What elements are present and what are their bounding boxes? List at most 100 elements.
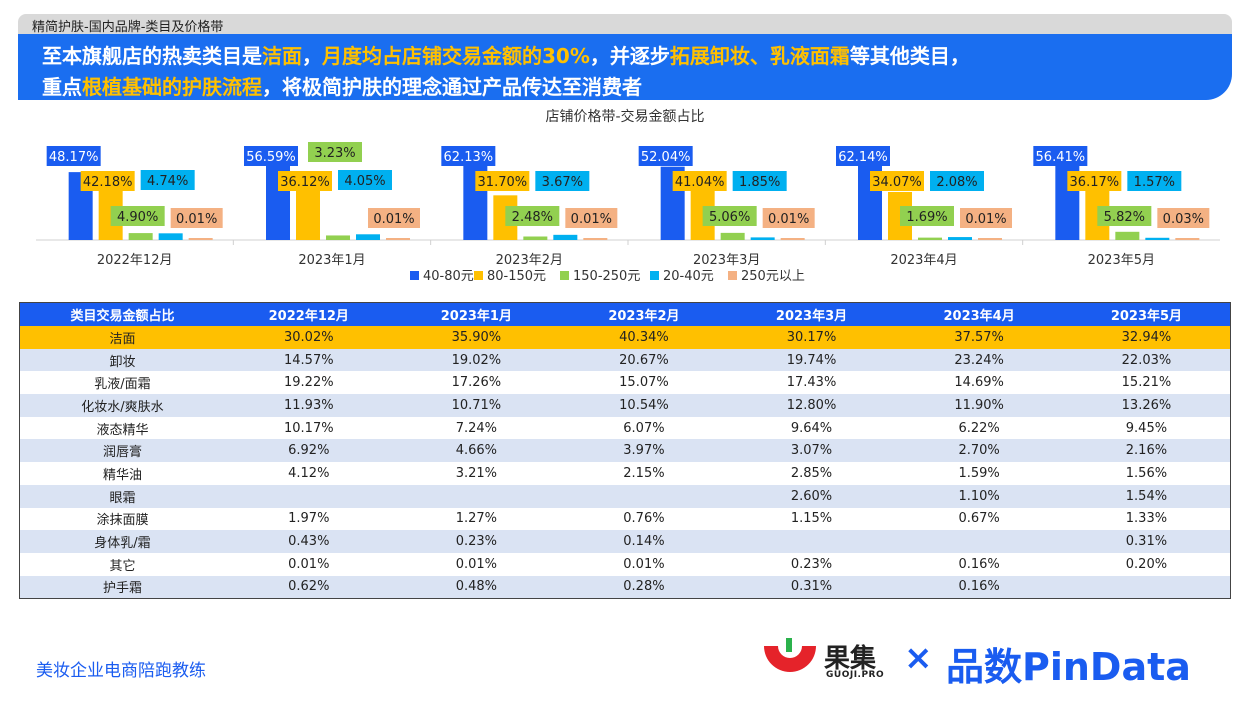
table-cell-value: 37.57% xyxy=(895,326,1063,349)
bar-150-250元 xyxy=(523,236,548,240)
table-cell-value: 10.71% xyxy=(392,394,561,417)
table-cell-value xyxy=(895,530,1063,553)
table-header-category: 类目交易金额占比 xyxy=(19,302,225,326)
table-cell-category: 身体乳/霜 xyxy=(19,530,225,553)
table-cell-value: 2.15% xyxy=(560,462,728,485)
logo-separator: × xyxy=(904,638,933,678)
bar-150-250元 xyxy=(918,237,942,240)
table-cell-value: 0.16% xyxy=(895,575,1063,599)
table-cell-value: 11.93% xyxy=(225,394,393,417)
table-cell-value: 13.26% xyxy=(1062,394,1231,417)
table-cell-value: 0.67% xyxy=(895,507,1063,531)
data-label-group: 42.18% xyxy=(80,171,135,191)
data-label-group: 1.57% xyxy=(1127,171,1182,191)
bar-20-40元 xyxy=(356,234,380,240)
table-cell-value: 0.20% xyxy=(1062,552,1231,576)
table-row: 其它 0.01% 0.01% 0.01% 0.23% 0.16% 0.20% xyxy=(19,552,1231,576)
data-label-box xyxy=(870,171,924,191)
table-cell-value: 9.64% xyxy=(727,416,896,440)
data-label-box xyxy=(475,171,530,191)
table-cell-value: 2.85% xyxy=(727,462,896,485)
table-cell-category: 化妆水/爽肤水 xyxy=(19,394,225,417)
guoji-logo-text: 果集 xyxy=(824,644,877,674)
legend-entry: 250元以上 xyxy=(741,269,805,284)
table-cell-value: 1.15% xyxy=(727,507,896,531)
data-label-box xyxy=(170,208,223,228)
table-cell-category: 洁面 xyxy=(19,326,225,349)
table-cell-value xyxy=(225,484,393,508)
data-label-group: 4.05% xyxy=(338,170,392,190)
table-cell-value: 17.26% xyxy=(392,371,561,395)
data-label-group: 0.01% xyxy=(170,208,223,228)
table-cell-value: 6.92% xyxy=(225,439,393,463)
table-row: 眼霜 2.60% 1.10% 1.54% xyxy=(19,484,1231,508)
data-label: 0.01% xyxy=(965,212,1006,227)
table-row: 身体乳/霜 0.43% 0.23% 0.14% 0.31% xyxy=(19,530,1231,553)
legend-entry: 150-250元 xyxy=(573,269,640,284)
data-label: 4.74% xyxy=(147,174,188,189)
data-label-box xyxy=(338,170,392,190)
table-cell-value xyxy=(392,484,561,508)
table-cell-value: 30.17% xyxy=(727,326,896,349)
bar-80-150元 xyxy=(296,189,320,240)
x-tick-label: 2023年3月 xyxy=(693,253,760,268)
data-label-box xyxy=(441,146,496,166)
table-cell-value: 14.57% xyxy=(225,348,393,372)
chart-title: 店铺价格带-交易金额占比 xyxy=(545,109,705,125)
data-label-group: 56.41% xyxy=(1033,146,1088,166)
table-cell-value: 0.14% xyxy=(560,530,728,553)
table-cell-value: 0.43% xyxy=(225,530,393,553)
data-label: 2.48% xyxy=(512,210,553,225)
table-row: 护手霜 0.62% 0.48% 0.28% 0.31% 0.16% xyxy=(19,575,1231,599)
data-label-group: 36.12% xyxy=(278,171,332,191)
legend-entry: 20-40元 xyxy=(663,269,714,284)
headline-text: 等其他类目， xyxy=(849,44,970,68)
table-cell-value: 1.27% xyxy=(392,507,561,531)
data-label-box xyxy=(140,170,195,190)
headline-text: ，并逐步 xyxy=(589,44,670,68)
bar-20-40元 xyxy=(1145,237,1170,240)
data-label-box xyxy=(368,208,420,228)
data-label-box xyxy=(278,171,332,191)
pindata-logo: 品数PinData xyxy=(946,645,1191,689)
table-row: 卸妆 14.57% 19.02% 20.67% 19.74% 23.24% 22.03% xyxy=(19,348,1231,372)
footer-tagline: 美妆企业电商陪跑教练 xyxy=(36,661,206,681)
data-label: 0.01% xyxy=(373,212,414,227)
bar-250元以上 xyxy=(780,238,805,240)
breadcrumb: 精简护肤-国内品牌-类目及价格带 xyxy=(32,20,224,35)
data-label-box xyxy=(80,171,135,191)
data-label-box xyxy=(702,206,757,226)
data-label-box xyxy=(900,206,954,226)
table-row: 润唇膏 6.92% 4.66% 3.97% 3.07% 2.70% 2.16% xyxy=(19,439,1231,463)
data-label: 62.14% xyxy=(838,150,888,165)
table-cell-value: 0.23% xyxy=(392,530,561,553)
table-cell-category: 涂抹面膜 xyxy=(19,507,225,531)
data-label-box xyxy=(732,171,787,191)
table-row: 精华油 4.12% 3.21% 2.15% 2.85% 1.59% 1.56% xyxy=(19,462,1231,485)
data-label: 0.01% xyxy=(768,212,809,227)
table-cell-value: 12.80% xyxy=(727,394,896,417)
table-cell-value: 9.45% xyxy=(1062,416,1231,440)
table-header-month: 2023年3月 xyxy=(727,302,896,326)
headline-highlight: 月度均占店铺交易金额的30% xyxy=(322,44,590,68)
table-cell-value: 1.10% xyxy=(895,484,1063,508)
headline-text: ，将极简护肤的理念通过产品传达至消费者 xyxy=(262,75,642,99)
table-cell-category: 其它 xyxy=(19,552,225,576)
bar-150-250元 xyxy=(720,232,745,240)
table-cell-value: 7.24% xyxy=(392,416,561,440)
table-cell-category: 眼霜 xyxy=(19,484,225,508)
bar-20-40元 xyxy=(750,237,775,240)
table-cell-value: 17.43% xyxy=(727,371,896,395)
table-cell-value: 0.16% xyxy=(895,552,1063,576)
breadcrumb-bar: 精简护肤-国内品牌-类目及价格带 xyxy=(18,14,1232,35)
headline-text: 重点 xyxy=(42,75,82,99)
data-label: 0.03% xyxy=(1163,212,1204,227)
headline-text: ， xyxy=(302,44,322,68)
table-cell-value: 14.69% xyxy=(895,371,1063,395)
data-label: 1.57% xyxy=(1134,175,1175,190)
data-label: 34.07% xyxy=(872,175,922,190)
table-cell-value: 1.97% xyxy=(225,507,393,531)
table-cell-value: 10.54% xyxy=(560,394,728,417)
data-label-box xyxy=(110,206,165,226)
data-label-group: 62.14% xyxy=(836,146,890,166)
